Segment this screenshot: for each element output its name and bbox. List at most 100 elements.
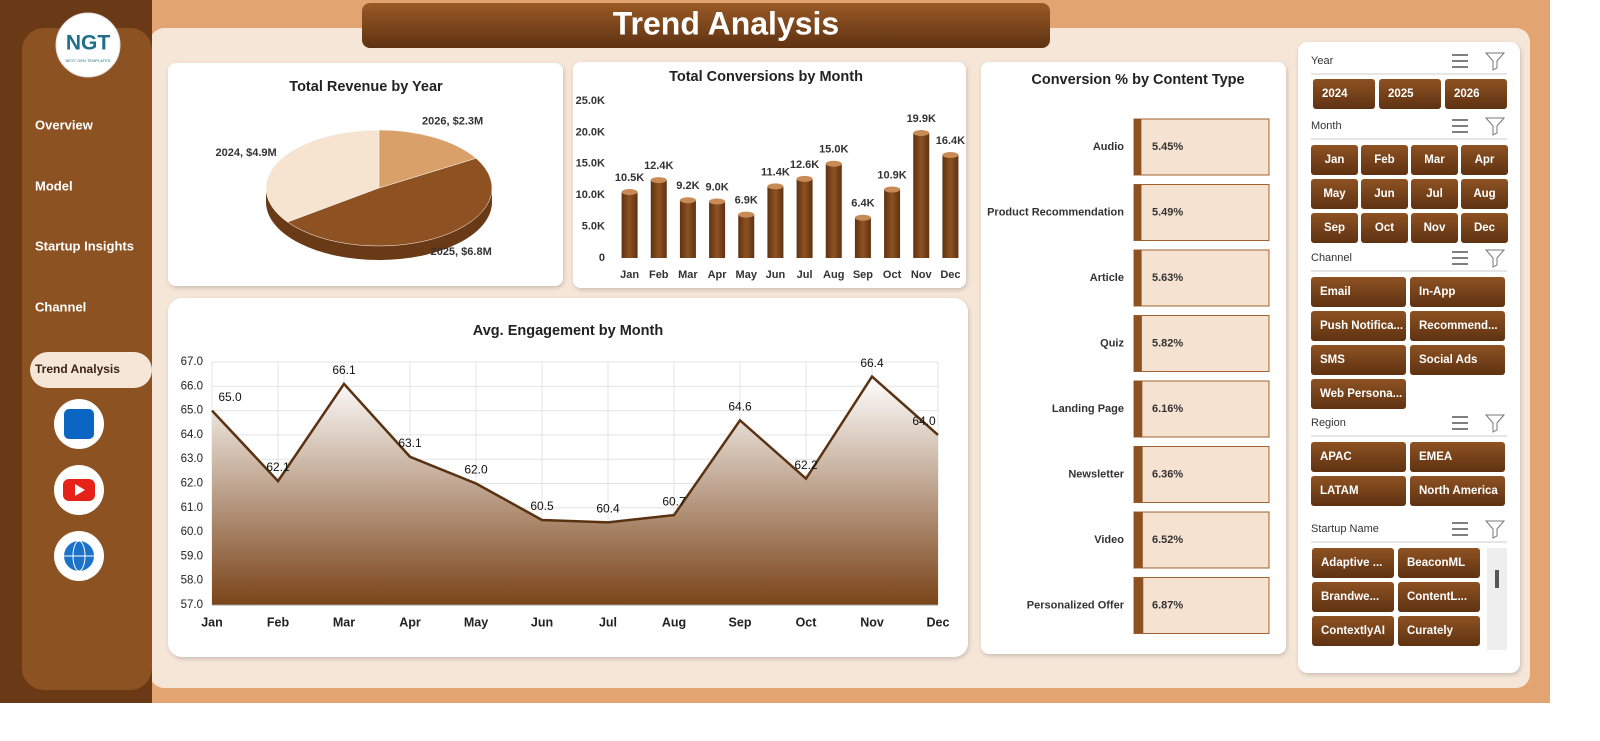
slicer-button[interactable]	[1312, 548, 1394, 578]
multi-select-icon[interactable]	[1452, 522, 1468, 536]
slicer-button-label[interactable]: SMS	[1320, 354, 1345, 366]
slicer-button[interactable]	[1312, 616, 1394, 646]
multi-select-icon[interactable]	[1452, 251, 1468, 265]
slicer-button[interactable]	[1461, 179, 1508, 209]
slicer-button[interactable]	[1461, 213, 1508, 243]
slicer-button-label[interactable]: Jul	[1426, 188, 1443, 200]
slicer-button-label[interactable]: North America	[1419, 485, 1498, 497]
nav-item[interactable]: Startup Insights	[35, 238, 134, 253]
slicer-button-label[interactable]: Nov	[1424, 222, 1446, 234]
data-label: 5.45%	[1152, 141, 1183, 153]
bar	[709, 201, 726, 258]
bar	[621, 192, 638, 258]
slicer-button[interactable]	[1461, 145, 1508, 175]
slicer-button-label[interactable]: APAC	[1320, 451, 1352, 463]
line	[211, 374, 939, 524]
y-tick-label: 67.0	[181, 356, 203, 368]
slicer-button[interactable]	[1398, 616, 1480, 646]
slicer-button-label[interactable]: May	[1323, 188, 1346, 200]
scroll-thumb[interactable]	[1495, 570, 1499, 588]
x-tick-label: Oct	[796, 615, 818, 629]
slicer-button[interactable]	[1361, 179, 1408, 209]
slicer-button[interactable]	[1313, 79, 1375, 109]
slicer-button-label[interactable]: Social Ads	[1419, 354, 1477, 366]
slicer-button-label[interactable]: Mar	[1424, 154, 1445, 166]
x-tick-label: Feb	[649, 269, 669, 281]
slicer-button[interactable]	[1311, 179, 1358, 209]
slicer-button-label[interactable]: Jan	[1325, 154, 1345, 166]
slicer-button[interactable]	[1445, 79, 1507, 109]
category-label: Product Recommendation	[987, 206, 1124, 218]
slicer-button[interactable]	[1311, 311, 1406, 341]
clear-filter-icon[interactable]	[1484, 249, 1506, 268]
nav-item[interactable]: Model	[35, 178, 73, 193]
slicer-button-label[interactable]: EMEA	[1419, 451, 1452, 463]
slicer-button-label[interactable]: Brandwe...	[1321, 591, 1379, 603]
slicer-button[interactable]	[1410, 345, 1505, 375]
clear-filter-icon[interactable]	[1484, 520, 1506, 539]
slicer-button-label[interactable]: Adaptive ...	[1321, 557, 1382, 569]
slicer-button[interactable]	[1311, 277, 1406, 307]
clear-filter-icon[interactable]	[1484, 52, 1506, 71]
slicer-button-label[interactable]: Push Notifica...	[1320, 320, 1403, 332]
slicer-button[interactable]	[1311, 345, 1406, 375]
slicer-button-label[interactable]: Sep	[1324, 222, 1345, 234]
slicer-button[interactable]	[1361, 145, 1408, 175]
slicer-button[interactable]	[1410, 311, 1505, 341]
slicer-button-label[interactable]: In-App	[1419, 286, 1455, 298]
clear-filter-icon[interactable]	[1484, 414, 1506, 433]
play-glyph	[75, 484, 85, 496]
slicer-button-label[interactable]: Email	[1320, 286, 1351, 298]
slicer-button-label[interactable]: Oct	[1375, 222, 1394, 234]
nav-item[interactable]: Channel	[35, 299, 86, 314]
nav-item[interactable]: Trend Analysis	[35, 362, 120, 376]
slicer-button-label[interactable]: Curately	[1407, 625, 1454, 637]
multi-select-icon[interactable]	[1452, 416, 1468, 430]
slicer-button[interactable]	[1311, 379, 1406, 409]
scrollbar[interactable]	[1487, 548, 1507, 650]
slicer-button-label[interactable]: Aug	[1473, 188, 1495, 200]
slicer-button[interactable]	[1410, 476, 1505, 506]
nav-item[interactable]: Overview	[35, 117, 94, 132]
slicer-button[interactable]	[1398, 548, 1480, 578]
slicer-button-label[interactable]: Apr	[1475, 154, 1495, 166]
multi-select-icon[interactable]	[1452, 54, 1468, 68]
slicer-button-label[interactable]: Dec	[1474, 222, 1496, 234]
slicer-button-label[interactable]: Jun	[1374, 188, 1394, 200]
slicer-button[interactable]	[1411, 145, 1458, 175]
slicer-button[interactable]	[1410, 277, 1505, 307]
slicer-button-label[interactable]: 2024	[1322, 88, 1348, 100]
slicer-button[interactable]	[1398, 582, 1480, 612]
slicer-button[interactable]	[1311, 145, 1358, 175]
linkedin-glyph	[64, 409, 94, 439]
slicer-button[interactable]	[1312, 582, 1394, 612]
slicer-button-label[interactable]: ContentL...	[1407, 591, 1467, 603]
y-tick-label: 63.0	[181, 453, 203, 465]
data-label: 5.82%	[1152, 337, 1183, 349]
slicer-button-label[interactable]: BeaconML	[1407, 557, 1465, 569]
slicer-button[interactable]	[1411, 179, 1458, 209]
slicer-button-label[interactable]: 2026	[1454, 88, 1480, 100]
data-label: 63.1	[398, 436, 422, 450]
slicer-button[interactable]	[1361, 213, 1408, 243]
slicer-button[interactable]	[1410, 442, 1505, 472]
slicer-button-label[interactable]: ContextlyAI	[1321, 625, 1385, 637]
slicer-button-label[interactable]: 2025	[1388, 88, 1414, 100]
slicer-button[interactable]	[1311, 213, 1358, 243]
multi-select-icon[interactable]	[1452, 119, 1468, 133]
clear-filter-icon[interactable]	[1484, 117, 1506, 136]
slicer-button-label[interactable]: Web Persona...	[1320, 388, 1402, 400]
x-tick-label: Jan	[201, 615, 223, 629]
slicer-button-label[interactable]: Feb	[1374, 154, 1394, 166]
slicer-button-label[interactable]: LATAM	[1320, 485, 1359, 497]
slicer-button[interactable]	[1311, 476, 1406, 506]
bar	[650, 180, 667, 258]
bar-cap	[738, 211, 755, 218]
slicer-button[interactable]	[1311, 442, 1406, 472]
slicer-button-label[interactable]: Recommend...	[1419, 320, 1498, 332]
slicer-button[interactable]	[1379, 79, 1441, 109]
x-tick-label: Mar	[333, 615, 355, 629]
y-tick-label: 58.0	[181, 575, 203, 587]
slicer-button[interactable]	[1411, 213, 1458, 243]
